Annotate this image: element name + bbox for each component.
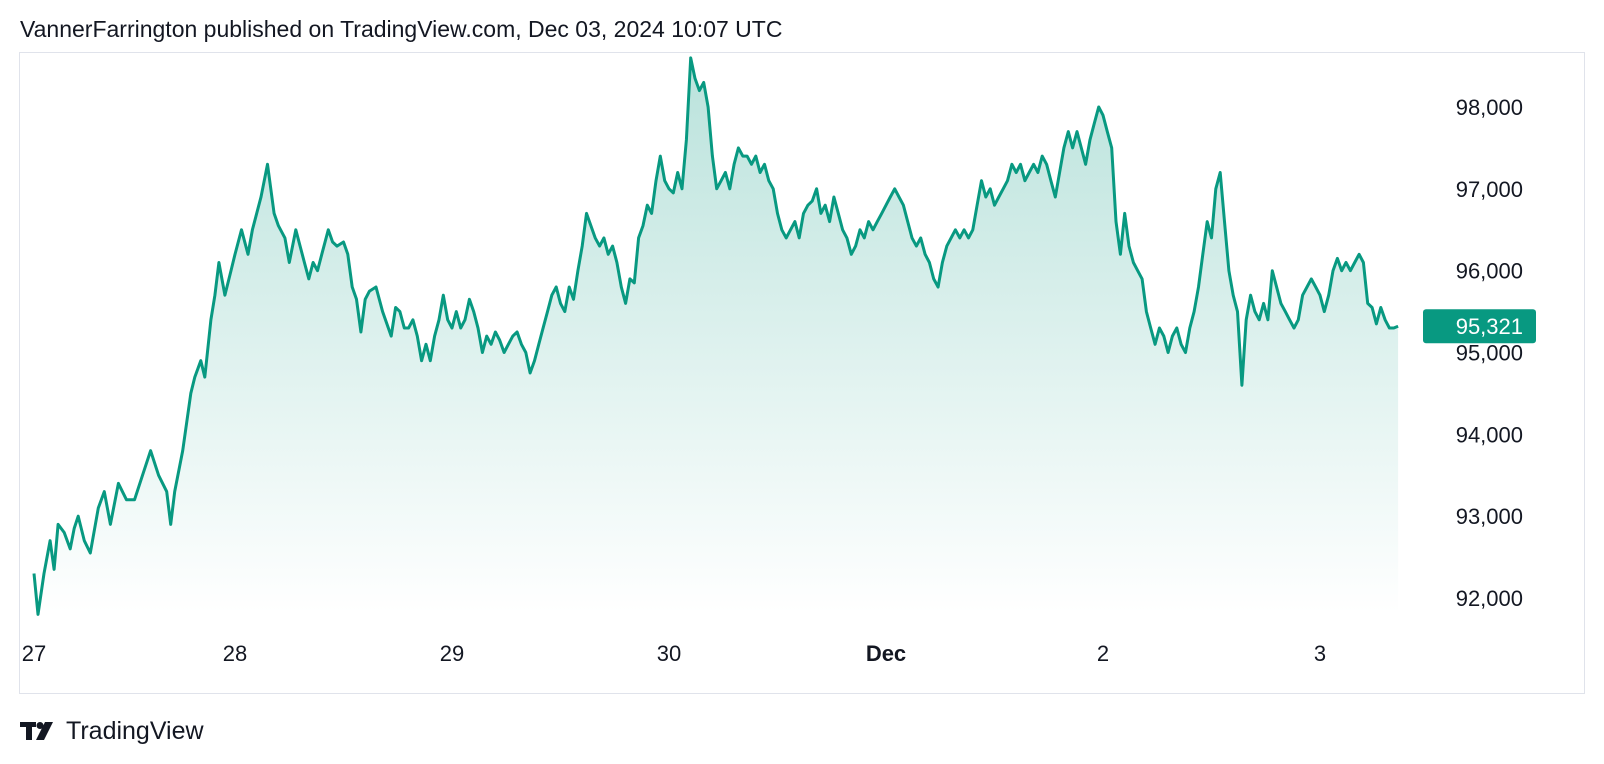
price-chart[interactable]: 92,000 93,000 94,000 95,000 96,000 97,000 98,0…: [0, 0, 1604, 700]
y-tick-label: 92,000: [1456, 586, 1523, 611]
y-axis: 92,000 93,000 94,000 95,000 96,000 97,000 98,0…: [1456, 95, 1523, 611]
y-tick-label: 93,000: [1456, 504, 1523, 529]
last-price-label: 95,321: [1456, 314, 1523, 339]
chart-frame: [19, 52, 1585, 694]
tradingview-logo[interactable]: TradingView: [20, 716, 204, 746]
y-tick-label: 94,000: [1456, 422, 1523, 447]
tradingview-logo-icon: [20, 722, 53, 740]
y-tick-label: 97,000: [1456, 177, 1523, 202]
y-tick-label: 98,000: [1456, 95, 1523, 120]
y-tick-label: 95,000: [1456, 341, 1523, 366]
x-tick-label: 3: [1314, 641, 1326, 666]
tradingview-brand-text: TradingView: [66, 716, 204, 745]
x-tick-label: Dec: [866, 641, 906, 666]
y-tick-label: 96,000: [1456, 259, 1523, 284]
price-area-fill: [34, 57, 1399, 615]
x-tick-label: 29: [440, 641, 464, 666]
x-tick-label: 27: [22, 641, 46, 666]
x-tick-label: 2: [1097, 641, 1109, 666]
published-header: VannerFarrington published on TradingVie…: [20, 16, 783, 42]
price-series-line[interactable]: [32, 56, 1399, 616]
x-axis: 27 28 29 30 Dec 2 3: [22, 641, 1326, 666]
x-tick-label: 28: [223, 641, 247, 666]
last-price-marker: 95,321: [1423, 309, 1536, 344]
last-price-badge: [1423, 309, 1536, 344]
x-tick-label: 30: [657, 641, 681, 666]
